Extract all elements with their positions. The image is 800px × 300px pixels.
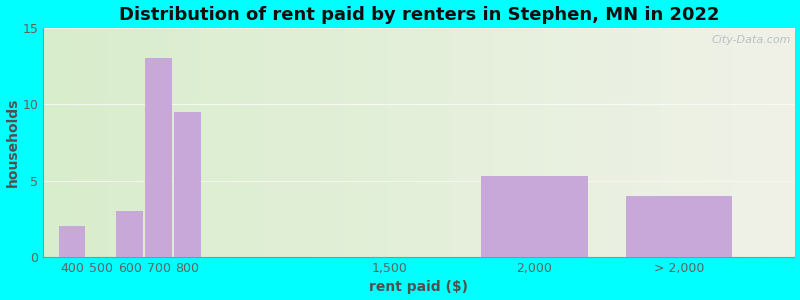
- Bar: [58, 226, 86, 257]
- Title: Distribution of rent paid by renters in Stephen, MN in 2022: Distribution of rent paid by renters in …: [118, 6, 719, 24]
- Bar: [481, 176, 587, 257]
- Bar: [117, 211, 143, 257]
- X-axis label: rent paid ($): rent paid ($): [370, 280, 468, 294]
- Bar: [626, 196, 732, 257]
- Text: City-Data.com: City-Data.com: [711, 35, 790, 45]
- Y-axis label: households: households: [6, 98, 19, 187]
- Bar: [174, 112, 201, 257]
- Bar: [146, 58, 172, 257]
